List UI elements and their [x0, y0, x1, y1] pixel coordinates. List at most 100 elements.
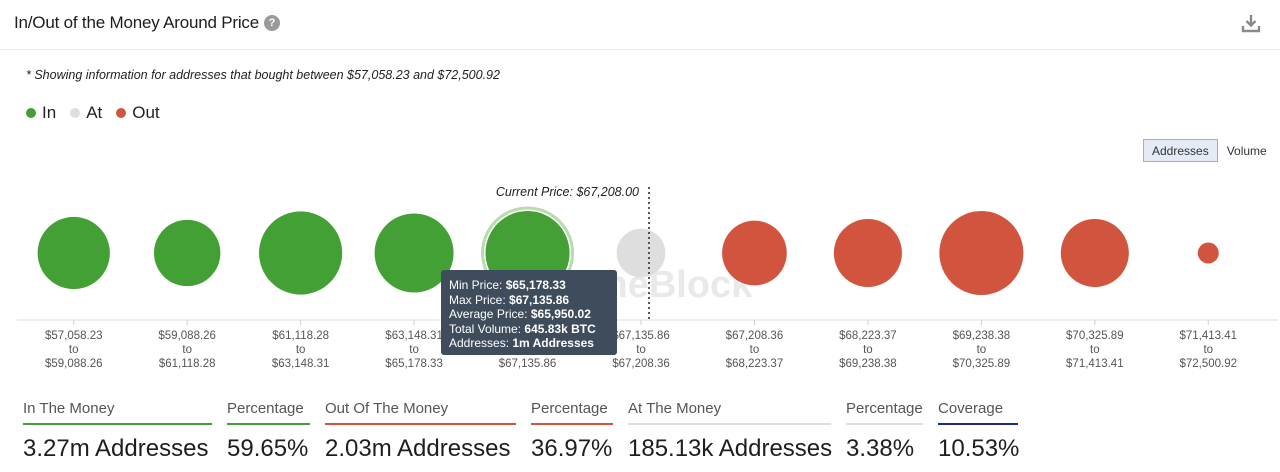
bubble-in[interactable] — [154, 219, 221, 287]
tick-label: $71,413.41 — [1066, 358, 1124, 370]
stat-out-of-the-money: Out Of The Money 2.03m Addresses — [325, 400, 516, 463]
stat-underline — [628, 423, 831, 425]
tick-connector: to — [977, 344, 987, 356]
bubble-tooltip: Min Price: $65,178.33 Max Price: $67,135… — [441, 270, 617, 355]
tick-label: $59,088.26 — [45, 358, 103, 370]
bubble-out[interactable] — [1060, 218, 1129, 288]
volume-toggle-button[interactable]: Volume — [1226, 144, 1267, 158]
tick-label: $69,238.38 — [953, 330, 1011, 342]
tooltip-max-value: $67,135.86 — [509, 292, 570, 307]
bubble-out[interactable] — [722, 220, 787, 286]
tick-label: $59,088.26 — [158, 330, 216, 342]
question-circle-icon[interactable]: ? — [264, 15, 280, 31]
tooltip-avg-label: Average Price: — [449, 307, 528, 322]
tick-label: $67,135.86 — [612, 330, 670, 342]
tick-connector: to — [750, 344, 760, 356]
stat-label: In The Money — [23, 400, 115, 417]
legend: In At Out — [26, 103, 160, 123]
summary-stats: In The Money 3.27m Addresses Percentage … — [0, 400, 1280, 472]
stat-coverage: Coverage 10.53% — [938, 400, 1020, 463]
download-icon[interactable] — [1240, 12, 1262, 34]
stat-underline — [846, 423, 923, 425]
stat-underline — [227, 423, 310, 425]
header: In/Out of the Money Around Price ? — [0, 0, 1280, 50]
stat-in-percentage: Percentage 59.65% — [227, 400, 310, 463]
bubble-at[interactable] — [616, 228, 666, 278]
legend-label-out: Out — [132, 103, 160, 122]
stat-value: 59.65% — [227, 435, 309, 462]
tick-label: $67,208.36 — [612, 358, 670, 370]
tick-label: $61,118.28 — [159, 358, 216, 370]
tooltip-min-value: $65,178.33 — [505, 278, 566, 292]
tooltip-vol-label: Total Volume: — [449, 321, 522, 336]
stat-value: 185.13k Addresses — [628, 435, 833, 462]
bubble-out[interactable] — [1197, 242, 1219, 264]
bubble-in[interactable] — [259, 211, 343, 295]
tick-label: $71,413.41 — [1179, 330, 1237, 342]
range-note: * Showing information for addresses that… — [26, 68, 500, 82]
tick-connector: to — [296, 344, 306, 356]
stat-value: 2.03m Addresses — [325, 435, 511, 462]
legend-item-in[interactable]: In — [26, 103, 56, 123]
stat-underline — [531, 423, 613, 425]
tick-label: $70,325.89 — [1066, 330, 1124, 342]
legend-item-out[interactable]: Out — [116, 103, 160, 123]
stat-value: 10.53% — [938, 435, 1020, 462]
stat-underline — [23, 423, 212, 425]
tick-label: $67,135.86 — [499, 358, 557, 370]
stat-label: Coverage — [938, 400, 1004, 417]
stat-in-the-money: In The Money 3.27m Addresses — [23, 400, 212, 463]
tooltip-addr-label: Addresses: — [449, 336, 510, 351]
stat-label: Percentage — [531, 400, 608, 417]
tick-label: $68,223.37 — [839, 330, 897, 342]
legend-item-at[interactable]: At — [70, 103, 102, 123]
tooltip-vol-value: 645.83k BTC — [524, 321, 596, 336]
stat-at-the-money: At The Money 185.13k Addresses — [628, 400, 833, 463]
tick-label: $61,118.28 — [272, 330, 329, 342]
bubble-out[interactable] — [939, 211, 1024, 295]
tooltip-addr-value: 1m Addresses — [512, 336, 594, 351]
bubble-chart: IntoTheBlock$57,058.23to$59,088.26$59,08… — [17, 185, 1278, 370]
metric-toggle: Addresses Volume — [1143, 139, 1276, 162]
tick-connector: to — [69, 344, 79, 356]
stat-value: 3.38% — [846, 435, 915, 462]
page-title: In/Out of the Money Around Price — [14, 13, 259, 32]
stat-out-percentage: Percentage 36.97% — [531, 400, 613, 463]
stat-label: At The Money — [628, 400, 722, 417]
tick-connector: to — [636, 344, 646, 356]
stat-underline — [325, 423, 516, 425]
legend-dot-at — [70, 108, 81, 118]
stat-underline — [938, 423, 1018, 425]
bubble-out[interactable] — [833, 218, 902, 288]
tick-connector: to — [1090, 344, 1100, 356]
tick-connector: to — [1203, 344, 1213, 356]
tick-connector: to — [863, 344, 873, 356]
stat-label: Percentage — [846, 400, 923, 417]
tick-label: $63,148.31 — [385, 330, 443, 342]
stat-label: Out Of The Money — [325, 400, 449, 417]
tick-label: $72,500.92 — [1179, 358, 1237, 370]
stat-label: Percentage — [227, 400, 304, 417]
addresses-toggle-button[interactable]: Addresses — [1143, 139, 1218, 162]
bubble-in[interactable] — [374, 213, 454, 293]
tick-label: $63,148.31 — [272, 358, 330, 370]
tick-label: $57,058.23 — [45, 330, 103, 342]
bubble-in[interactable] — [37, 216, 110, 290]
tick-label: $68,223.37 — [726, 358, 784, 370]
tick-label: $70,325.89 — [953, 358, 1011, 370]
tooltip-max-label: Max Price: — [449, 292, 506, 307]
tooltip-avg-value: $65,950.02 — [530, 307, 591, 322]
current-price-label: Current Price: $67,208.00 — [496, 185, 639, 199]
legend-dot-in — [26, 108, 36, 118]
tick-label: $69,238.38 — [839, 358, 897, 370]
stat-value: 3.27m Addresses — [23, 435, 209, 462]
tooltip-min-label: Min Price: — [449, 278, 503, 292]
legend-label-at: At — [86, 103, 103, 122]
stat-value: 36.97% — [531, 435, 613, 462]
tick-label: $67,208.36 — [726, 330, 784, 342]
tick-connector: to — [409, 344, 419, 356]
tick-connector: to — [182, 344, 192, 356]
legend-label-in: In — [42, 103, 57, 122]
tick-label: $65,178.33 — [385, 358, 443, 370]
stat-at-percentage: Percentage 3.38% — [846, 400, 923, 463]
